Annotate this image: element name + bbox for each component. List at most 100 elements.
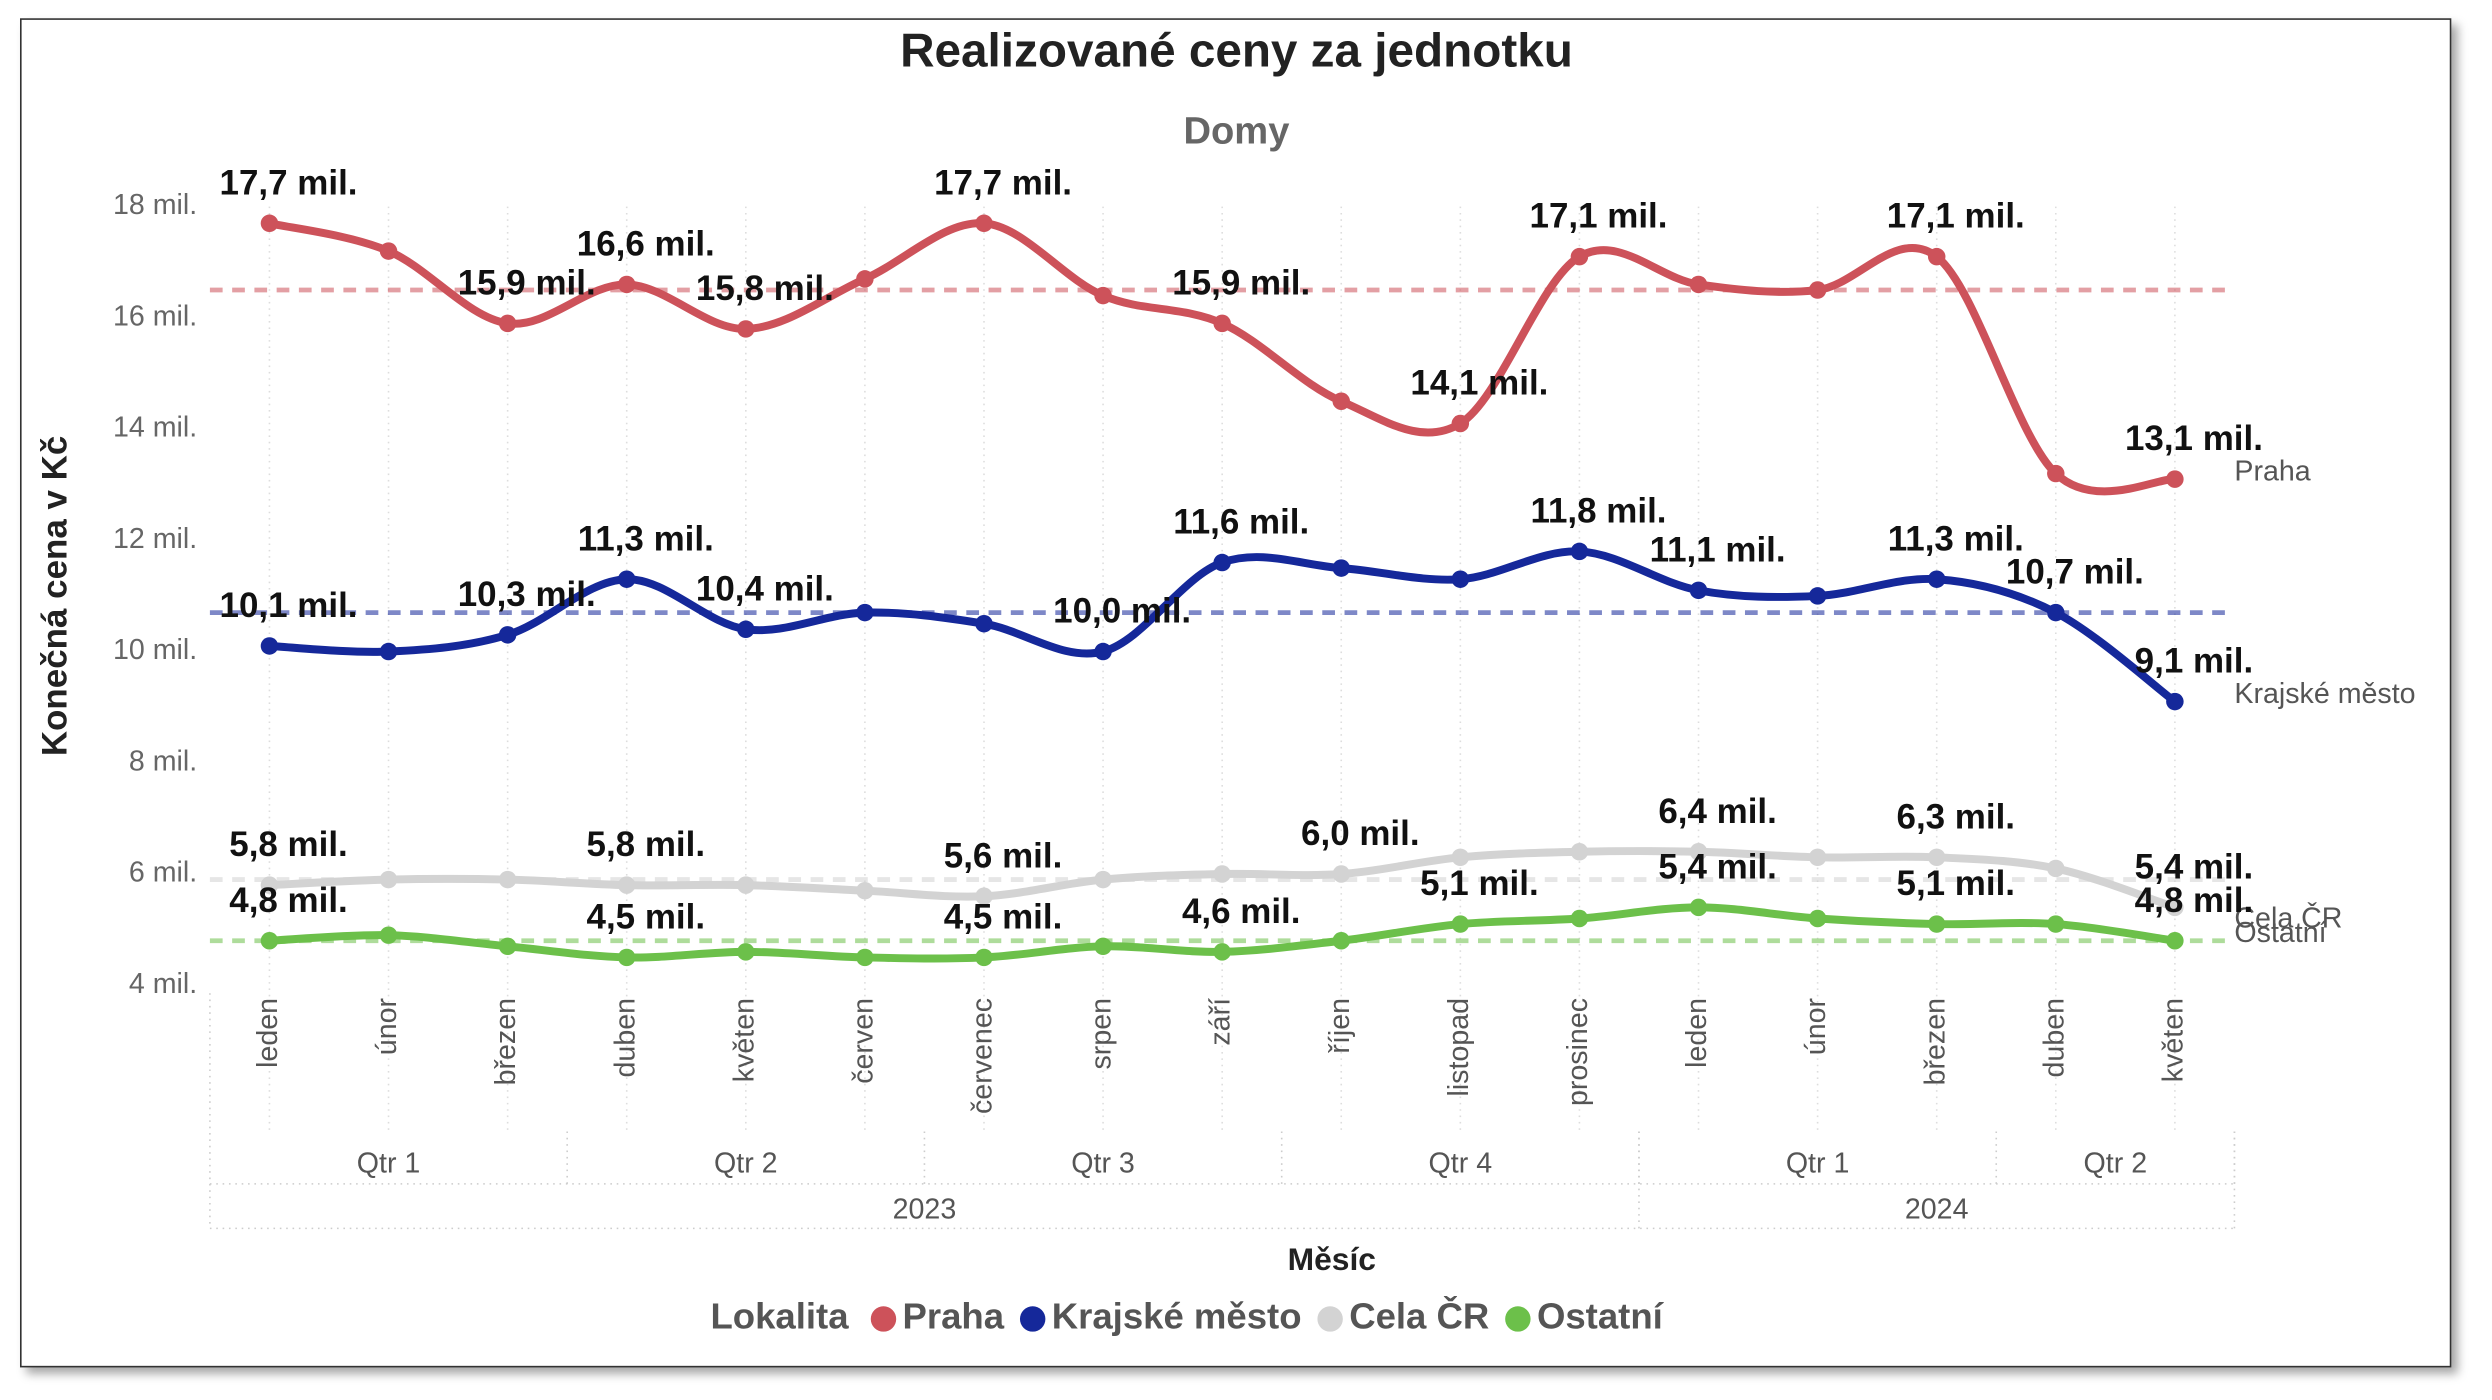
point [379,926,398,944]
legend-swatch [1505,1306,1531,1332]
point [1094,937,1112,956]
data-label: 17,1 mil. [1887,197,2025,236]
point [2047,859,2065,878]
point [379,870,398,889]
x-tick-label: srpen [1086,998,1118,1070]
point [1451,570,1470,588]
x-tick-label: březen [490,998,522,1085]
data-label: 4,8 mil. [229,881,348,920]
point [737,620,755,639]
y-tick-label: 6 mil. [129,857,197,889]
x-tick-label: říjen [1324,998,1356,1054]
y-tick-label: 4 mil. [129,968,197,1000]
point [2166,932,2184,950]
data-label: 4,5 mil. [587,898,706,937]
point [737,943,755,961]
legend-label: Praha [903,1296,1005,1337]
point [1808,909,1827,928]
point [2166,470,2184,488]
quarter-label: Qtr 2 [2084,1147,2148,1179]
x-tick-label: leden [252,998,284,1068]
data-label: 5,1 mil. [1420,864,1539,903]
data-label: 11,6 mil. [1173,503,1309,542]
chart-subtitle: Domy [1183,110,1289,153]
point [1808,848,1827,867]
point [1332,865,1350,883]
year-label: 2024 [1905,1193,1969,1225]
series-end-label: Cela ČR [2234,901,2342,935]
point [1094,642,1112,661]
x-tick-label: únor [371,997,403,1055]
point [260,876,279,894]
point [617,948,636,967]
legend-label: Cela ČR [1349,1295,1489,1337]
x-tick-label: duben [2038,998,2070,1078]
point [1689,898,1708,917]
point [2047,464,2065,483]
point [2166,692,2184,711]
legend-swatch [1019,1306,1046,1332]
legend-swatch [1317,1306,1343,1332]
point [975,214,993,233]
point [975,614,993,633]
y-tick-label: 8 mil. [129,745,197,777]
point [1094,870,1112,889]
point [975,887,993,905]
point [1451,915,1470,933]
point [1094,286,1112,305]
frame [20,18,2452,1368]
point [1570,542,1589,561]
data-label: 15,8 mil. [696,269,834,308]
point [1689,843,1708,861]
legend: Lokalita Praha Krajské město Cela ČR Ostatní [710,1295,1664,1337]
data-label: 10,4 mil. [696,569,834,608]
point [1332,559,1350,577]
point [1451,848,1470,867]
point [1808,281,1827,299]
data-label: 16,6 mil. [577,225,715,264]
data-label: 11,1 mil. [1650,530,1786,569]
y-tick-label: 18 mil. [113,189,197,221]
quarter-label: Qtr 1 [1786,1147,1850,1179]
point [1570,247,1589,266]
series-end-label: Ostatní [2234,917,2326,949]
x-tick-label: duben [609,998,641,1078]
point [498,937,517,956]
x-tick-label: únor [1800,997,1832,1055]
point [617,275,636,294]
point [1689,581,1708,600]
y-axis-title: Konečná cena v Kč [36,436,75,757]
data-label: 13,1 mil. [2125,419,2263,458]
data-label: 15,9 mil. [1172,263,1310,302]
x-tick-label: květen [2157,998,2189,1082]
point [856,270,874,288]
x-tick-label: březen [1919,998,1951,1085]
point [2166,898,2184,917]
legend-label: Krajské město [1052,1296,1302,1337]
x-tick-label: červenec [967,998,999,1114]
data-label: 17,7 mil. [220,163,358,202]
point [498,870,517,889]
point [260,932,279,950]
point [260,214,279,233]
x-tick-label: květen [728,998,760,1082]
data-label: 5,8 mil. [587,825,706,864]
point [856,948,874,967]
data-label: 10,7 mil. [2006,553,2144,592]
y-tick-label: 10 mil. [113,634,197,666]
point [1927,247,1946,266]
point [1213,943,1231,961]
data-label: 9,1 mil. [2135,642,2254,681]
point [737,320,755,338]
data-label: 17,1 mil. [1530,197,1668,236]
legend-label: Ostatní [1537,1296,1665,1337]
point [1451,414,1470,433]
series-end-label: Krajské město [2234,678,2415,710]
point [2047,603,2065,622]
series-line [268,219,2176,496]
x-tick-label: listopad [1443,998,1475,1097]
point [498,626,517,644]
quarter-label: Qtr 3 [1071,1147,1135,1179]
point [617,876,636,894]
